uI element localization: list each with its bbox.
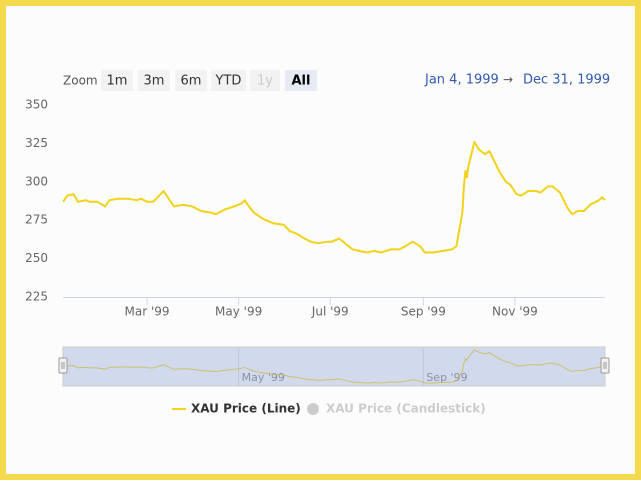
y-tick-label: 225 xyxy=(25,290,48,304)
date-to[interactable]: Dec 31, 1999 xyxy=(523,73,610,88)
date-from[interactable]: Jan 4, 1999 xyxy=(424,73,499,88)
y-tick-label: 325 xyxy=(25,136,48,150)
navigator-handle[interactable] xyxy=(600,357,610,374)
legend-label[interactable]: XAU Price (Line) xyxy=(191,402,301,416)
y-tick-label: 275 xyxy=(25,213,48,227)
x-tick-label: Jul '99 xyxy=(311,305,349,319)
zoom-button[interactable] xyxy=(101,70,133,91)
x-tick-label: May '99 xyxy=(215,305,262,319)
zoom-button-label[interactable]: YTD xyxy=(215,74,242,89)
zoom-button-label[interactable]: All xyxy=(292,74,311,89)
zoom-button[interactable] xyxy=(175,70,207,91)
x-tick-label: Nov '99 xyxy=(492,305,538,319)
zoom-button-label[interactable]: 3m xyxy=(144,74,165,89)
zoom-button-label: 1y xyxy=(257,74,273,89)
zoom-button-label[interactable]: 6m xyxy=(181,74,202,89)
zoom-label: Zoom xyxy=(63,74,98,88)
navigator-tick-label: Sep '99 xyxy=(426,371,467,384)
navigator-mask[interactable] xyxy=(62,346,606,387)
zoom-button xyxy=(250,70,280,91)
legend-label[interactable]: XAU Price (Candlestick) xyxy=(326,402,486,416)
navigator-handle[interactable] xyxy=(58,357,68,374)
x-tick-label: Mar '99 xyxy=(125,305,170,319)
zoom-button[interactable] xyxy=(285,70,317,91)
y-tick-label: 300 xyxy=(25,174,48,188)
zoom-button-label[interactable]: 1m xyxy=(107,74,128,89)
zoom-button[interactable] xyxy=(211,70,246,91)
x-tick-label: Sep '99 xyxy=(401,305,446,319)
y-tick-label: 250 xyxy=(25,251,48,265)
date-separator: → xyxy=(503,73,513,87)
legend-symbol[interactable] xyxy=(307,403,319,415)
y-tick-label: 350 xyxy=(25,98,48,112)
navigator-line xyxy=(62,349,606,384)
price-line xyxy=(62,140,606,254)
zoom-button[interactable] xyxy=(138,70,170,91)
